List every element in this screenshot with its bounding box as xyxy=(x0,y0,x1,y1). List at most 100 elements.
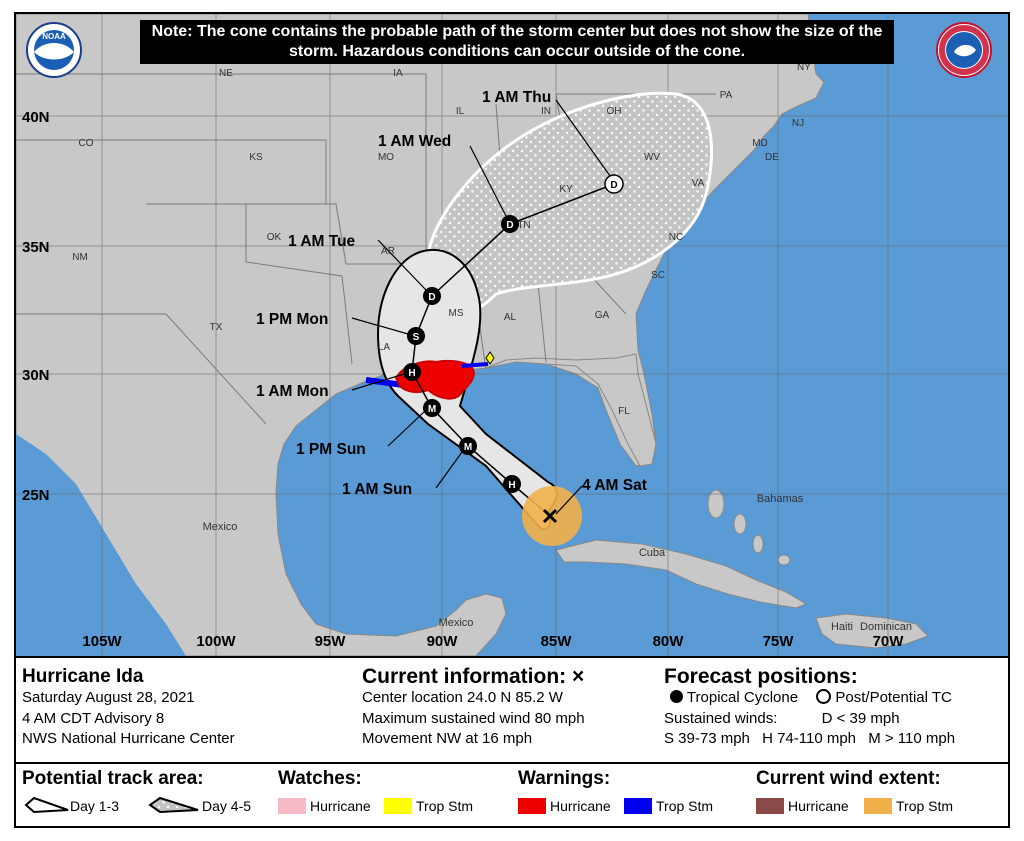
lon-label: 80W xyxy=(653,633,685,650)
state-label: LA xyxy=(378,342,391,353)
day45-label: Day 4-5 xyxy=(202,798,252,814)
track-label-wed: 1 AM Wed xyxy=(378,133,451,150)
state-label: FL xyxy=(618,406,630,417)
lat-label: 25N xyxy=(22,487,50,504)
state-label: AR xyxy=(381,246,395,257)
warn-tropstm-label: Trop Stm xyxy=(656,798,714,814)
sustained-winds-row: Sustained winds: D < 39 mph xyxy=(664,709,1004,730)
storm-identity: Hurricane Ida Saturday August 28, 2021 4… xyxy=(22,666,235,750)
watches-title: Watches: xyxy=(278,768,362,789)
place-label: Mexico xyxy=(439,617,474,629)
wind-h: H 74-110 mph xyxy=(762,730,857,747)
lon-label: 70W xyxy=(873,633,905,650)
state-label: DE xyxy=(765,152,779,163)
florida xyxy=(485,353,657,467)
tropical-storm-warning-east xyxy=(461,362,489,368)
svg-text:H: H xyxy=(408,368,415,379)
state-label: KY xyxy=(559,184,573,195)
lat-label: 30N xyxy=(22,367,50,384)
wind-hurricane-label: Hurricane xyxy=(788,798,849,814)
watch-tropstm-label: Trop Stm xyxy=(416,798,474,814)
track-time-labels: 1 AM Thu 1 AM Wed 1 AM Tue 1 PM Mon 1 AM… xyxy=(256,89,647,498)
storm-name: Hurricane Ida xyxy=(22,666,144,687)
track-label-mon-am: 1 AM Mon xyxy=(256,383,329,400)
place-label: Cuba xyxy=(639,547,666,559)
state-label: MD xyxy=(752,138,768,149)
lon-label: 95W xyxy=(315,633,347,650)
warn-hurricane-swatch xyxy=(518,798,546,814)
state-label: IA xyxy=(393,68,403,79)
state-label: GA xyxy=(595,310,610,321)
track-label-sun-pm: 1 PM Sun xyxy=(296,441,366,458)
lon-label: 75W xyxy=(763,633,795,650)
lat-labels: 40N 35N 30N 25N xyxy=(22,109,50,504)
advisory-graphic: D D D S H M M H xyxy=(14,12,1010,828)
place-label: Haiti xyxy=(831,621,853,633)
state-label: NE xyxy=(219,68,233,79)
track-point-wed: D xyxy=(501,215,519,233)
lon-label: 100W xyxy=(196,633,236,650)
state-label: TN xyxy=(517,220,530,231)
svg-text:S: S xyxy=(413,332,420,343)
legend-row: Potential track area: Day 1-3 Day 4-5 Wa… xyxy=(16,764,1008,824)
forecast-symbol-row: Tropical Cyclone Post/Potential TC xyxy=(664,688,1004,709)
cuba xyxy=(555,539,808,609)
svg-text:M: M xyxy=(428,404,436,415)
track-label-tue: 1 AM Tue xyxy=(288,233,356,250)
current-position-marker xyxy=(542,508,558,524)
wind-m: M > 110 mph xyxy=(868,730,956,747)
track-point-sat-pm: H xyxy=(503,475,521,493)
wind-d: D < 39 mph xyxy=(821,709,900,727)
place-label: Dominican xyxy=(860,621,912,633)
lat-label: 35N xyxy=(22,239,50,256)
warn-tropstm-swatch xyxy=(624,798,652,814)
track-label-mon-pm: 1 PM Mon xyxy=(256,311,328,328)
state-label: OK xyxy=(267,232,282,243)
track-area-title: Potential track area: xyxy=(22,768,204,789)
place-label: Bahamas xyxy=(757,493,804,505)
wind-hurricane-swatch xyxy=(756,798,784,814)
current-wind: Maximum sustained wind 80 mph xyxy=(362,709,585,727)
warn-hurricane-label: Hurricane xyxy=(550,798,611,814)
post-tc-icon xyxy=(816,689,832,704)
svg-text:D: D xyxy=(428,292,435,303)
svg-text:D: D xyxy=(506,220,513,231)
tropical-cyclone-icon xyxy=(670,690,683,703)
wind-extent-title: Current wind extent: xyxy=(756,768,941,789)
forecast-title: Forecast positions: xyxy=(664,665,858,688)
state-label: NY xyxy=(797,62,811,73)
track-point-sun-am: M xyxy=(459,437,477,455)
state-label: CO xyxy=(79,138,94,149)
noaa-logo-text: NOAA xyxy=(42,32,66,41)
svg-text:H: H xyxy=(508,480,515,491)
state-label: NC xyxy=(669,232,683,243)
watch-hurricane-swatch xyxy=(278,798,306,814)
day13-cone-icon xyxy=(24,796,69,814)
storm-advisory: 4 AM CDT Advisory 8 xyxy=(22,709,165,727)
state-label: OH xyxy=(607,106,622,117)
track-label-sun-am: 1 AM Sun xyxy=(342,481,412,498)
state-label: WV xyxy=(644,152,660,163)
state-label: NM xyxy=(72,252,88,263)
state-label: IN xyxy=(541,106,551,117)
label-leader-lines xyxy=(351,99,611,515)
lat-label: 40N xyxy=(22,109,50,126)
warnings-title: Warnings: xyxy=(518,768,611,789)
lon-label: 85W xyxy=(541,633,573,650)
storm-date: Saturday August 28, 2021 xyxy=(22,689,195,706)
nws-logo-icon xyxy=(936,22,992,78)
wind-tropstm-label: Trop Stm xyxy=(896,798,954,814)
bahamas-islands xyxy=(707,489,791,566)
state-label: TX xyxy=(210,322,223,333)
state-label: MO xyxy=(378,152,394,163)
state-label: MS xyxy=(449,308,464,319)
wind-s: S 39-73 mph xyxy=(664,730,750,747)
wind-categories-row: S 39-73 mph H 74-110 mph M > 110 mph xyxy=(664,729,1004,750)
forecast-map: D D D S H M M H xyxy=(16,14,1008,656)
place-label: Mexico xyxy=(203,521,238,533)
tropical-cyclone-label: Tropical Cyclone xyxy=(686,689,799,706)
current-location: Center location 24.0 N 85.2 W xyxy=(362,689,563,706)
state-label: IL xyxy=(456,106,465,117)
hispaniola xyxy=(815,613,929,649)
sustained-winds-label: Sustained winds: xyxy=(664,709,778,727)
